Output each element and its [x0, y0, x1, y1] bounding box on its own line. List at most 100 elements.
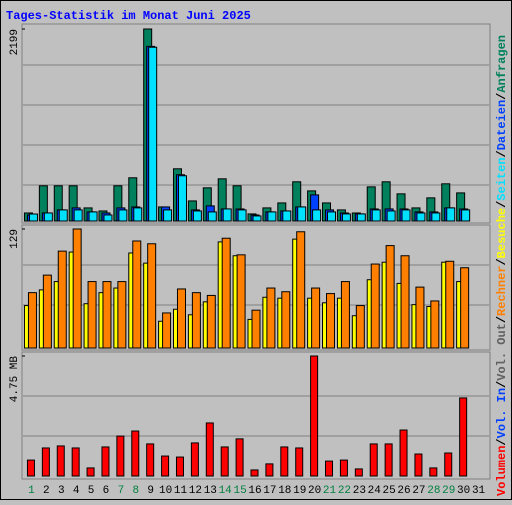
bar — [281, 291, 291, 349]
x-tick-label: 27 — [412, 485, 425, 497]
bar — [132, 240, 142, 349]
x-tick-label: 26 — [397, 485, 410, 497]
bar — [205, 422, 214, 477]
legend-separator: / — [495, 381, 509, 388]
bar — [146, 443, 155, 477]
bar — [251, 309, 261, 349]
bar — [86, 467, 95, 477]
bar — [220, 446, 229, 477]
x-tick-label: 24 — [368, 485, 382, 497]
bar — [102, 281, 112, 349]
x-tick-label: 9 — [147, 485, 154, 497]
x-tick-label: 7 — [118, 485, 125, 497]
legend: Volumen/Vol. In/Vol. Out/Rechner/Besuche… — [495, 35, 509, 496]
bar — [147, 243, 157, 349]
legend-separator: / — [495, 93, 509, 100]
legend-entry: Rechner — [495, 266, 509, 316]
bar — [312, 209, 322, 222]
bar — [429, 467, 438, 477]
bar — [117, 281, 127, 349]
bar — [191, 292, 201, 349]
legend-entry: Besuche — [495, 208, 509, 258]
x-tick-label: 6 — [103, 485, 110, 497]
bar — [461, 209, 471, 222]
bar — [431, 212, 441, 222]
bar — [385, 245, 395, 349]
bar — [116, 435, 125, 477]
bar — [71, 447, 80, 477]
x-tick-label: 13 — [204, 485, 217, 497]
bar — [131, 430, 140, 477]
bar — [459, 397, 468, 477]
bar — [237, 209, 247, 222]
bar — [192, 210, 202, 222]
bar — [252, 215, 262, 222]
bar — [340, 281, 350, 349]
bar — [280, 446, 289, 477]
bar — [72, 228, 82, 349]
bar — [265, 463, 274, 477]
bar — [221, 237, 231, 349]
panels — [21, 23, 491, 480]
legend-entry: Seiten — [495, 157, 509, 200]
bar — [400, 255, 410, 349]
x-tick-label: 10 — [159, 485, 172, 497]
x-tick-label: 31 — [472, 485, 486, 497]
legend-entry: Volumen — [495, 446, 509, 496]
x-tick-label: 11 — [174, 485, 188, 497]
bar — [118, 209, 128, 222]
bar — [356, 213, 366, 222]
bar — [341, 213, 351, 222]
bar — [161, 455, 170, 477]
bar — [430, 300, 440, 349]
bar — [310, 355, 319, 477]
x-tick-label: 8 — [132, 485, 139, 497]
bar — [415, 286, 425, 349]
bar — [384, 443, 393, 477]
bar — [101, 446, 110, 477]
bar — [26, 459, 35, 477]
legend-entry: Anfragen — [495, 35, 509, 93]
x-tick-label: 18 — [278, 485, 291, 497]
x-tick-label: 2 — [43, 485, 50, 497]
bar — [296, 231, 306, 349]
legend-separator: / — [495, 316, 509, 323]
bar — [354, 468, 363, 477]
bar — [28, 213, 38, 222]
y-tick-label: 2199 — [9, 29, 21, 55]
x-tick-label: 14 — [219, 485, 233, 497]
bar — [266, 287, 276, 349]
bar — [207, 211, 217, 222]
bar — [446, 207, 456, 222]
bar — [56, 445, 65, 477]
legend-separator: / — [495, 258, 509, 265]
x-tick-label: 5 — [88, 485, 95, 497]
bar — [175, 456, 184, 477]
x-tick-label: 25 — [383, 485, 396, 497]
bar — [163, 209, 173, 222]
legend-separator: / — [495, 438, 509, 445]
bar — [222, 208, 232, 222]
y-tick-label: 4.75 MB — [9, 356, 21, 403]
x-tick-label: 12 — [189, 485, 202, 497]
bar — [326, 293, 336, 349]
bar — [401, 209, 411, 222]
bar — [399, 429, 408, 477]
x-tick-label: 1 — [28, 485, 35, 497]
bar — [88, 211, 98, 222]
bar — [43, 212, 53, 222]
panel — [21, 351, 491, 480]
bar — [355, 305, 365, 349]
bar — [370, 263, 380, 349]
bar — [325, 460, 334, 477]
bar — [371, 209, 381, 222]
bar — [190, 442, 199, 477]
bar — [327, 211, 337, 222]
x-tick-label: 17 — [263, 485, 276, 497]
bar — [386, 210, 396, 222]
bar — [414, 453, 423, 477]
y-tick-label: 129 — [9, 229, 21, 249]
x-tick-label: 29 — [442, 485, 455, 497]
bar — [177, 175, 187, 222]
